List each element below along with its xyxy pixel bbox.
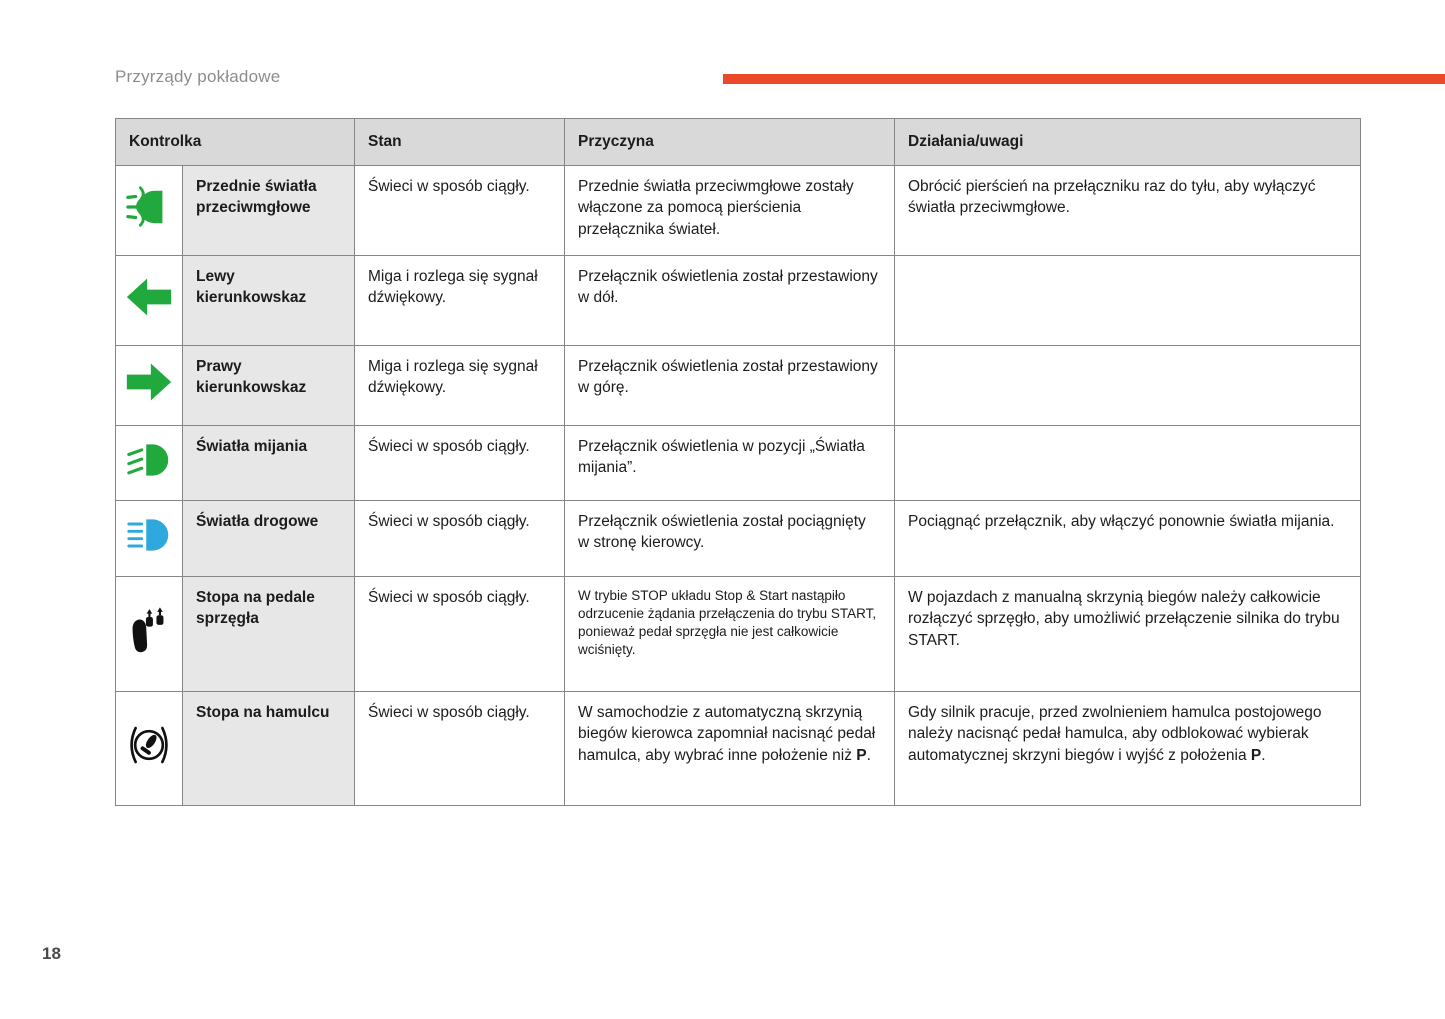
page-number: 18 xyxy=(42,944,61,963)
indicator-name: Stopa na hamulcu xyxy=(182,691,355,806)
dzialania-cell: Pociągnąć przełącznik, aby włączyć ponow… xyxy=(894,500,1361,577)
low-beam-icon xyxy=(127,438,171,482)
table-row: Stopa na pedale sprzęgła Świeci w sposób… xyxy=(115,576,1361,692)
przyczyna-text-end: . xyxy=(866,746,871,764)
table-header-row: Kontrolka Stan Przyczyna Działania/uwagi xyxy=(115,118,1361,166)
przyczyna-cell: Przełącznik oświetlenia został przestawi… xyxy=(564,255,895,346)
header-kontrolka: Kontrolka xyxy=(115,118,355,166)
stan-cell: Świeci w sposób ciągły. xyxy=(354,691,565,806)
table-row: Przednie światła przeciwmgłowe Świeci w … xyxy=(115,165,1361,256)
dzialania-cell: Obrócić pierścień na przełączniku raz do… xyxy=(894,165,1361,256)
stan-cell: Świeci w sposób ciągły. xyxy=(354,500,565,577)
przyczyna-bold-p: P xyxy=(856,746,867,764)
stan-cell: Świeci w sposób ciągły. xyxy=(354,576,565,692)
section-title: Przyrządy pokładowe xyxy=(115,67,281,86)
indicator-name: Lewy kierunkowskaz xyxy=(182,255,355,346)
przyczyna-cell: W trybie STOP układu Stop & Start nastąp… xyxy=(564,576,895,692)
przyczyna-cell: W samochodzie z automatyczną skrzynią bi… xyxy=(564,691,895,806)
stan-cell: Miga i rozlega się sygnał dźwiękowy. xyxy=(354,345,565,426)
clutch-pedal-icon xyxy=(128,607,170,655)
brake-pedal-icon xyxy=(124,723,174,767)
dzialania-text-end: . xyxy=(1261,746,1266,764)
table-row: Lewy kierunkowskaz Miga i rozlega się sy… xyxy=(115,255,1361,346)
left-turn-signal-icon xyxy=(125,276,173,318)
right-turn-signal-icon xyxy=(125,361,173,403)
stan-cell: Świeci w sposób ciągły. xyxy=(354,425,565,501)
indicator-name: Światła mijania xyxy=(182,425,355,501)
dzialania-cell: W pojazdach z manualną skrzynią biegów n… xyxy=(894,576,1361,692)
stan-cell: Świeci w sposób ciągły. xyxy=(354,165,565,256)
table-row: Stopa na hamulcu Świeci w sposób ciągły.… xyxy=(115,691,1361,806)
header-przyczyna: Przyczyna xyxy=(564,118,895,166)
icon-cell xyxy=(115,165,183,256)
przyczyna-cell: Przełącznik oświetlenia w pozycji „Świat… xyxy=(564,425,895,501)
high-beam-icon xyxy=(127,513,171,557)
table-row: Prawy kierunkowskaz Miga i rozlega się s… xyxy=(115,345,1361,426)
przyczyna-cell: Przełącznik oświetlenia został pociągnię… xyxy=(564,500,895,577)
header-stan: Stan xyxy=(354,118,565,166)
przyczyna-cell: Przełącznik oświetlenia został przestawi… xyxy=(564,345,895,426)
icon-cell xyxy=(115,425,183,501)
dzialania-cell: Gdy silnik pracuje, przed zwolnieniem ha… xyxy=(894,691,1361,806)
przyczyna-cell: Przednie światła przeciwmgłowe zostały w… xyxy=(564,165,895,256)
indicator-name: Stopa na pedale sprzęgła xyxy=(182,576,355,692)
indicator-name: Przednie światła przeciwmgłowe xyxy=(182,165,355,256)
table-row: Światła mijania Świeci w sposób ciągły. … xyxy=(115,425,1361,501)
dzialania-cell xyxy=(894,425,1361,501)
icon-cell xyxy=(115,691,183,806)
dzialania-text: Gdy silnik pracuje, przed zwolnieniem ha… xyxy=(908,704,1322,764)
przyczyna-text: W samochodzie z automatyczną skrzynią bi… xyxy=(578,704,876,764)
indicator-name: Prawy kierunkowskaz xyxy=(182,345,355,426)
front-fog-lights-icon xyxy=(126,184,172,230)
dzialania-cell xyxy=(894,345,1361,426)
dzialania-cell xyxy=(894,255,1361,346)
icon-cell xyxy=(115,576,183,692)
header-dzialania: Działania/uwagi xyxy=(894,118,1361,166)
table-row: Światła drogowe Świeci w sposób ciągły. … xyxy=(115,500,1361,577)
warning-lights-table: Kontrolka Stan Przyczyna Działania/uwagi xyxy=(115,118,1361,806)
stan-cell: Miga i rozlega się sygnał dźwiękowy. xyxy=(354,255,565,346)
icon-cell xyxy=(115,255,183,346)
accent-bar xyxy=(723,74,1445,84)
icon-cell xyxy=(115,500,183,577)
dzialania-bold-p: P xyxy=(1250,746,1262,764)
icon-cell xyxy=(115,345,183,426)
indicator-name: Światła drogowe xyxy=(182,500,355,577)
